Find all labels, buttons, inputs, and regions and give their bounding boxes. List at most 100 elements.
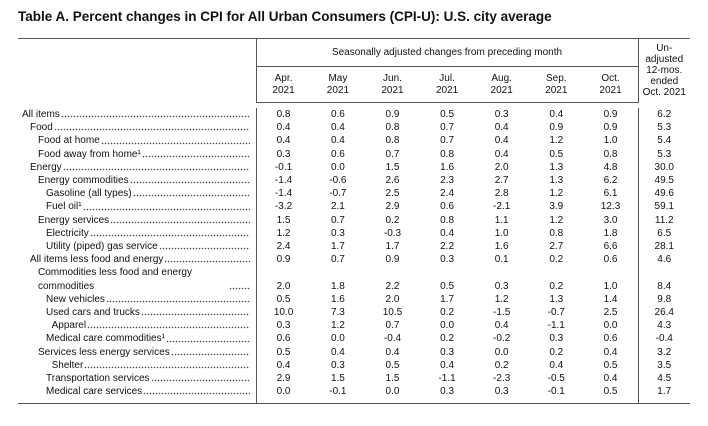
value-cell: 1.6: [440, 161, 455, 173]
row-label: New vehicles: [46, 293, 105, 305]
value-cell: 0.4: [440, 359, 455, 371]
value-cell: 1.0: [603, 280, 618, 292]
value-cell: 1.7: [440, 293, 455, 305]
row-label-cell: Gasoline (all types): [18, 187, 257, 201]
value-cell: 0.3: [440, 346, 455, 358]
value-cell: -0.7: [329, 188, 347, 200]
row-label-cell: Energy commodities: [18, 174, 257, 188]
dot-leader: [150, 379, 250, 383]
value-cell: 0.4: [276, 359, 291, 371]
value-cell: -0.4: [383, 333, 402, 345]
value-cell: 28.1: [637, 240, 690, 254]
value-cell: 0.2: [385, 214, 400, 226]
column-header: May 2021: [310, 66, 366, 103]
table-row: Energy services 1.5 0.7 0.2 0.8 1.1 1.2 3.0 11.2: [18, 213, 690, 227]
value-cell: -1.4: [274, 188, 293, 200]
dot-leader: [229, 286, 250, 290]
row-label: Utility (piped) gas service: [46, 241, 158, 253]
column-header-text: May 2021: [326, 72, 350, 96]
value-cell: 0.2: [549, 346, 564, 358]
row-label: Electricity: [46, 227, 89, 239]
value-cell: 0.8: [603, 148, 618, 160]
table-title: Table A. Percent changes in CPI for All …: [18, 9, 552, 24]
column-header-row: Apr. 2021 May 2021 Jun. 2021 Jul. 2021 Aug. …: [18, 66, 690, 103]
leader: Services less energy services: [38, 346, 250, 359]
leader: Medical care commodities¹: [46, 332, 250, 345]
value-cell: 2.9: [385, 201, 400, 213]
table-row: Services less energy services 0.5 0.4 0.4 0.…: [18, 345, 690, 359]
value-cell: 6.2: [603, 175, 618, 187]
table-row: Medical care services 0.0 -0.1 0.0 0.3 0.3 -0.…: [18, 385, 690, 405]
value-cell: 0.4: [549, 109, 564, 120]
row-label-cell: Electricity: [18, 226, 257, 241]
column-header: Sep. 2021: [528, 66, 584, 103]
table-row: Energy commodities -1.4 -0.6 2.6 2.3 2.7 1.3 6.…: [18, 174, 690, 188]
value-cell: -1.5: [493, 307, 511, 319]
value-cell: 1.5: [276, 214, 291, 226]
value-cell: 0.3: [419, 385, 475, 405]
value-cell: 0.7: [440, 122, 455, 134]
value-cell: 0.2: [549, 254, 564, 266]
table-row: Utility (piped) gas service 2.4 1.7 1.7 2.2 1…: [18, 240, 690, 254]
table-row: Food 0.4 0.4 0.8 0.7 0.4 0.9 0.9 5.3: [18, 121, 690, 135]
column-header: Oct. 2021: [583, 66, 638, 103]
value-cell: 0.0: [256, 385, 311, 405]
value-cell: 0.2: [494, 359, 509, 371]
value-cell: 0.3: [474, 385, 529, 405]
row-label-cell: New vehicles: [18, 292, 257, 307]
dot-leader: [132, 194, 250, 198]
value-cell: 0.7: [385, 320, 400, 332]
leader: Food away from home¹: [38, 148, 250, 161]
value-cell: 1.8: [330, 280, 345, 292]
dot-leader: [89, 234, 250, 238]
column-header-text: Jul. 2021: [435, 72, 459, 96]
value-cell: 0.5: [440, 109, 455, 120]
value-cell: 0.3: [276, 148, 291, 160]
leader: Utility (piped) gas service: [46, 240, 250, 253]
value-cell: -0.4: [637, 332, 690, 346]
value-cell: 0.6: [330, 109, 345, 120]
value-cell: 0.5: [440, 280, 455, 292]
value-cell: 0.0: [603, 320, 618, 332]
value-cell: 2.1: [330, 201, 345, 213]
row-label: Food away from home¹: [38, 148, 141, 160]
value-cell: 0.9: [385, 254, 400, 266]
row-label: Energy services: [38, 214, 110, 226]
value-cell: 1.1: [494, 214, 509, 226]
leader: Energy: [30, 161, 250, 174]
value-cell: 0.7: [330, 214, 345, 226]
value-cell: 4.3: [637, 319, 690, 333]
value-cell: 0.3: [494, 280, 509, 292]
leader: Fuel oil¹: [46, 200, 250, 213]
dot-leader: [143, 392, 250, 396]
value-cell: 0.4: [330, 122, 345, 134]
value-cell: 3.9: [549, 201, 564, 213]
row-label-cell: Food at home: [18, 134, 257, 148]
dot-leader: [60, 115, 250, 119]
row-label: Energy commodities: [38, 175, 129, 187]
value-cell: 0.0: [330, 333, 345, 345]
table-row: New vehicles 0.5 1.6 2.0 1.7 1.2 1.3 1.4 9.8: [18, 292, 690, 307]
value-cell: 0.5: [276, 293, 291, 305]
column-header-text: Aug. 2021: [490, 72, 513, 96]
value-cell: 0.0: [494, 346, 509, 358]
leader: New vehicles: [46, 293, 250, 306]
row-label: Apparel: [51, 320, 87, 332]
value-cell: 12.3: [600, 201, 621, 213]
value-cell: 2.4: [440, 188, 455, 200]
value-cell: 6.5: [637, 226, 690, 241]
row-label: Used cars and trucks: [46, 307, 140, 319]
dot-leader: [84, 366, 250, 370]
value-cell: 0.9: [385, 109, 400, 120]
value-cell: 0.5: [583, 385, 638, 405]
table-row: Apparel 0.3 1.2 0.7 0.0 0.4 -1.1 0.0 4.3: [18, 319, 690, 333]
group-header: Seasonally adjusted changes from precedi…: [256, 38, 638, 67]
value-cell: 49.5: [637, 174, 690, 188]
table-row: Food away from home¹ 0.3 0.6 0.7 0.8 0.4 0.5 0.…: [18, 147, 690, 161]
value-cell: 6.2: [637, 108, 690, 122]
row-label-cell: Apparel: [18, 319, 257, 333]
value-cell: 0.3: [276, 320, 291, 332]
column-header-text: Oct. 2021: [599, 72, 622, 96]
row-label: All items less food and energy: [30, 254, 164, 266]
value-cell: 0.0: [330, 161, 345, 173]
